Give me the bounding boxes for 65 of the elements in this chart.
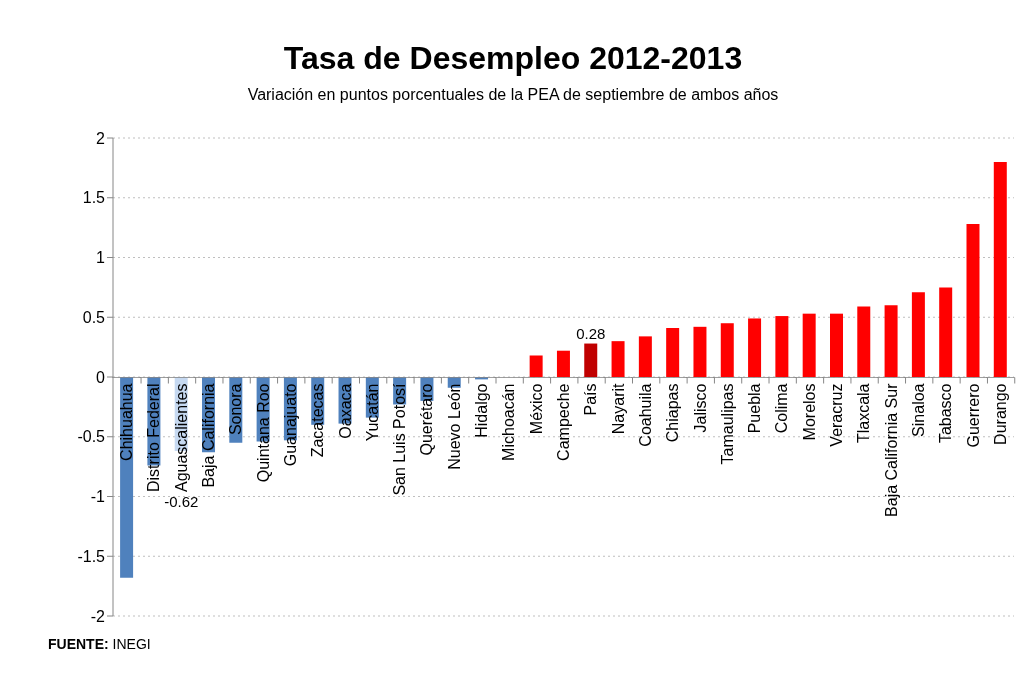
bar xyxy=(693,326,707,377)
bar xyxy=(556,350,570,377)
bar xyxy=(857,306,871,377)
y-tick-label: -2 xyxy=(90,607,106,625)
x-tick-label: Tlaxcala xyxy=(855,383,873,444)
x-tick-label: Puebla xyxy=(746,383,764,434)
x-tick-label: Chihuahua xyxy=(118,383,136,461)
x-tick-label: Chiapas xyxy=(664,383,682,443)
data-label: -0.62 xyxy=(164,492,199,510)
x-tick-label: Michoacán xyxy=(500,383,518,461)
x-tick-label: País xyxy=(582,383,600,416)
x-tick-label: Yucatán xyxy=(363,383,381,442)
x-tick-label: Distrito Federal xyxy=(145,383,163,492)
bar xyxy=(720,323,734,377)
bar xyxy=(529,355,543,377)
y-tick-label: 2 xyxy=(96,129,106,147)
bar xyxy=(993,161,1007,377)
x-tick-label: Nayarit xyxy=(609,382,627,435)
x-tick-label: Hidalgo xyxy=(473,383,491,438)
x-tick-label: Colima xyxy=(773,383,791,434)
x-tick-label: Guerrero xyxy=(964,383,982,448)
x-tick-label: Zacatecas xyxy=(309,383,327,458)
x-tick-label: Oaxaca xyxy=(336,383,354,439)
x-tick-label: Coahuila xyxy=(636,383,654,447)
bar xyxy=(748,318,762,377)
bar xyxy=(911,292,925,377)
y-tick-label: -1 xyxy=(90,488,106,506)
bar xyxy=(638,336,652,377)
y-tick-label: 0 xyxy=(96,368,106,386)
y-tick-label: -1.5 xyxy=(77,547,106,565)
bar xyxy=(802,313,816,377)
x-tick-label: Baja California xyxy=(200,383,218,488)
bar xyxy=(884,305,898,377)
x-tick-label: Quintana Roo xyxy=(254,383,272,483)
chart-subtitle: Variación en puntos porcentuales de la PEA de septiembre de ambos años xyxy=(246,86,780,104)
x-tick-label: Baja California Sur xyxy=(882,382,900,517)
x-tick-label: Aguascalientes xyxy=(172,383,190,493)
y-tick-label: 0.5 xyxy=(82,308,106,326)
x-tick-label: Tabasco xyxy=(937,383,955,444)
y-tick-label: -0.5 xyxy=(77,428,106,446)
y-tick-label: 1 xyxy=(96,249,106,267)
x-tick-label: Jalisco xyxy=(691,383,709,433)
x-tick-label: Guanajuato xyxy=(281,383,299,467)
bar xyxy=(611,341,625,377)
source-note: FUENTE: INEGI xyxy=(48,636,151,652)
x-tick-label: Durango xyxy=(991,383,1009,445)
x-tick-label: Veracruz xyxy=(828,383,846,447)
x-tick-label: Tamaulipas xyxy=(718,383,736,465)
bar xyxy=(939,287,953,377)
x-tick-label: Sinaloa xyxy=(909,383,927,437)
y-tick-label: 1.5 xyxy=(82,189,106,207)
bar xyxy=(584,343,598,377)
x-tick-label: Morelos xyxy=(800,383,818,441)
data-label: 0.28 xyxy=(576,324,606,342)
bar xyxy=(966,224,980,377)
x-tick-label: Campeche xyxy=(555,383,572,461)
x-tick-label: Querétaro xyxy=(418,383,436,456)
x-tick-label: San Luis Potosí xyxy=(391,382,409,496)
x-tick-label: Sonora xyxy=(227,383,245,436)
bar xyxy=(666,328,680,377)
bar xyxy=(829,313,843,377)
bar xyxy=(775,316,789,377)
x-tick-label: México xyxy=(527,383,545,435)
x-tick-label: Nuevo León xyxy=(445,383,463,470)
chart-title: Tasa de Desempleo 2012-2013 xyxy=(282,40,744,77)
